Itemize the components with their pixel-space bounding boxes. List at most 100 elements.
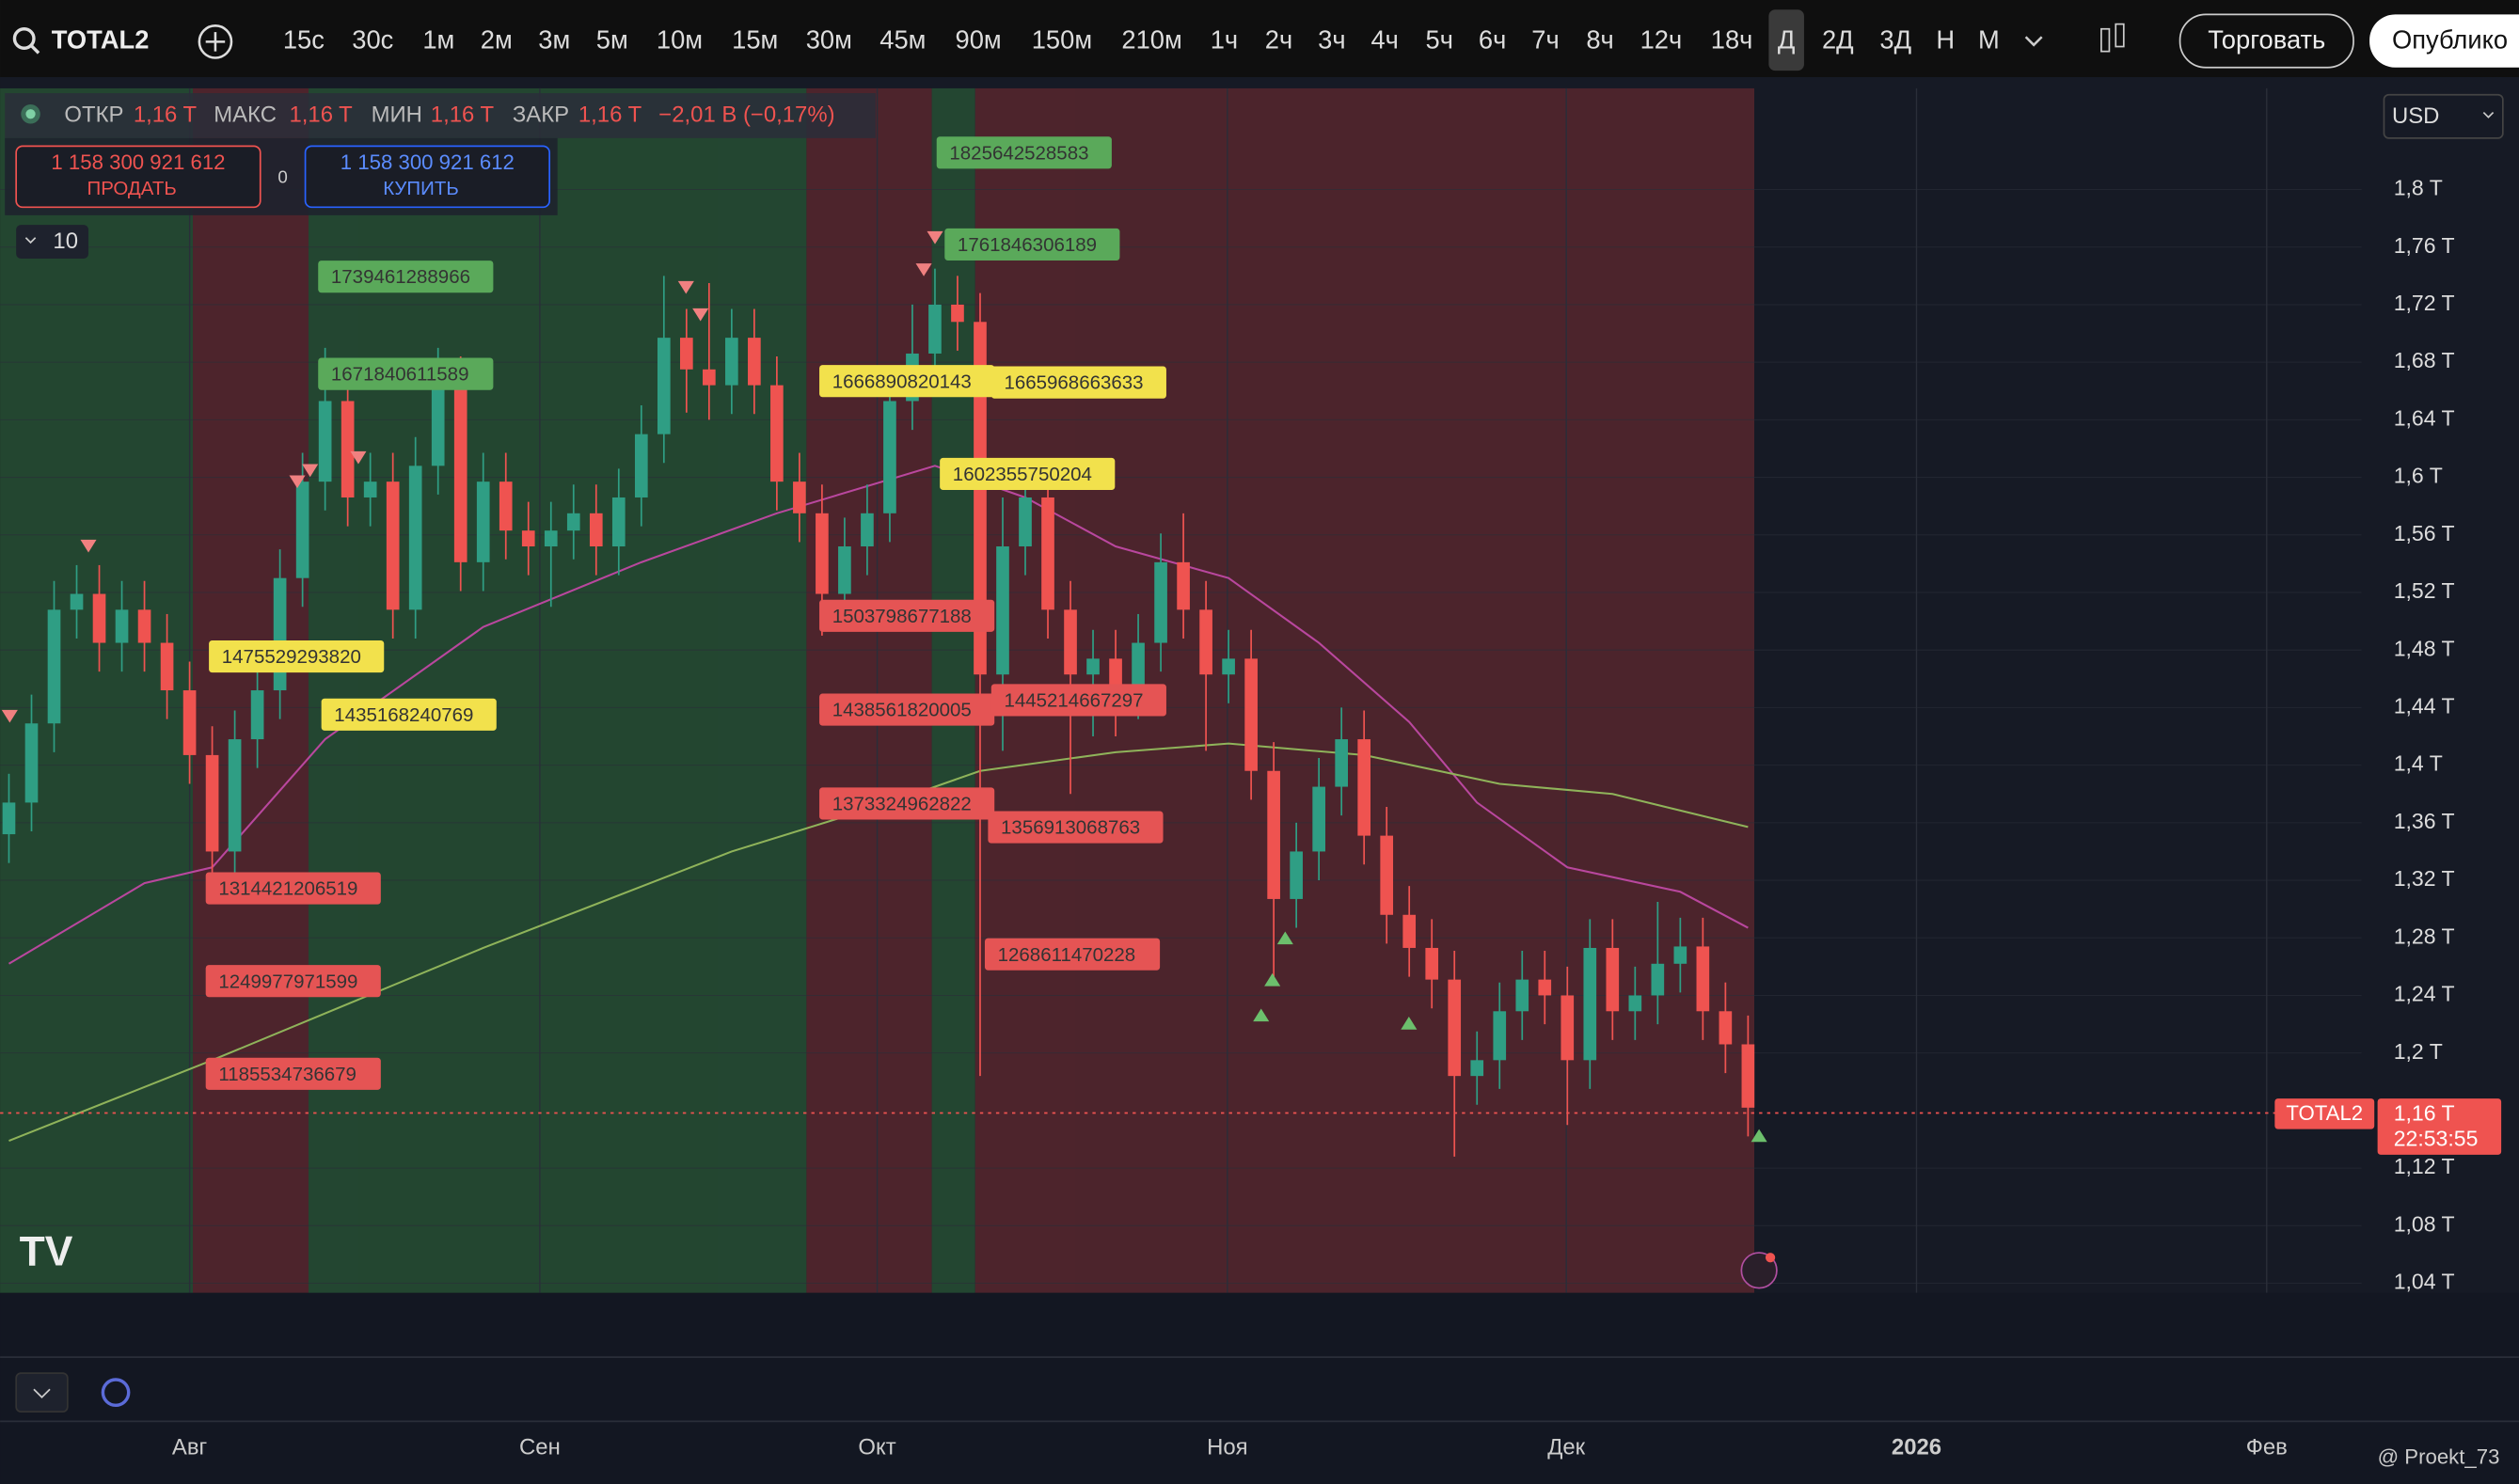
interval[interactable]: Н: [1936, 25, 1955, 55]
interval[interactable]: 45м: [879, 25, 926, 55]
interval[interactable]: 7ч: [1531, 25, 1559, 55]
buy-signal: [1401, 1017, 1418, 1030]
y-tick-label: 1,68 T: [2394, 348, 2455, 372]
buy-label[interactable]: КУПИТЬ: [383, 178, 459, 199]
level-label-bg: [944, 228, 1120, 260]
y-tick-label: 1,4 T: [2394, 751, 2443, 776]
interval[interactable]: 5м: [596, 25, 628, 55]
level-label: 1503798677188: [832, 606, 972, 627]
candle-body: [228, 739, 242, 852]
indicators-toggle[interactable]: [16, 225, 89, 259]
legend-value: 1,16 T: [134, 102, 198, 127]
interval[interactable]: 30с: [352, 25, 393, 55]
candle-body: [679, 338, 693, 370]
buy-button[interactable]: [304, 145, 551, 209]
candle-body: [1019, 497, 1032, 547]
level-label-bg: [819, 599, 995, 632]
candle-body: [589, 513, 603, 547]
candle-body: [1086, 658, 1100, 675]
sell-price[interactable]: 1 158 300 921 612: [51, 150, 225, 174]
buy-signal: [1253, 1008, 1270, 1022]
interval[interactable]: 18ч: [1711, 25, 1753, 55]
candle-body: [431, 385, 445, 466]
interval[interactable]: 210м: [1121, 25, 1181, 55]
trade-button[interactable]: [2178, 13, 2354, 69]
y-tick-label: 1,6 T: [2394, 464, 2443, 488]
level-label-bg: [205, 872, 381, 905]
candle-body: [1177, 561, 1190, 610]
x-tick-label: Сен: [519, 1435, 561, 1460]
interval[interactable]: 3Д: [1879, 25, 1911, 55]
candle-body: [1064, 609, 1077, 675]
interval[interactable]: 15с: [283, 25, 325, 55]
interval[interactable]: 3ч: [1318, 25, 1345, 55]
interval[interactable]: 3м: [538, 25, 570, 55]
y-tick-label: 1,76 T: [2394, 233, 2455, 258]
interval[interactable]: 90м: [956, 25, 1002, 55]
interval[interactable]: 12ч: [1640, 25, 1683, 55]
publish-button[interactable]: [2369, 14, 2519, 68]
level-label-bg: [990, 366, 1166, 399]
interval[interactable]: 1м: [422, 25, 454, 55]
sell-label[interactable]: ПРОДАТЬ: [87, 178, 176, 199]
buy-price[interactable]: 1 158 300 921 612: [341, 150, 515, 174]
currency-arrow: [2482, 111, 2495, 118]
candle-body: [951, 304, 964, 323]
level-label-bg: [318, 357, 494, 390]
interval[interactable]: М: [1978, 25, 2000, 55]
publish-label[interactable]: Опублико: [2392, 25, 2508, 55]
level-label-bg: [205, 965, 381, 998]
sell-button[interactable]: [15, 145, 261, 209]
candle-body: [160, 642, 174, 691]
y-tick-label: 1,2 T: [2394, 1039, 2443, 1064]
x-tick-label: Авг: [172, 1435, 208, 1460]
candle-body: [748, 338, 761, 386]
currency-select[interactable]: [2383, 93, 2504, 139]
currency[interactable]: USD: [2392, 103, 2439, 129]
trade-label[interactable]: Торговать: [2208, 25, 2325, 55]
more-intervals[interactable]: [2024, 36, 2043, 47]
symbol[interactable]: TOTAL2: [52, 25, 150, 55]
interval[interactable]: 10м: [657, 25, 703, 55]
interval[interactable]: 30м: [806, 25, 852, 55]
candle-body: [1448, 979, 1462, 1077]
interval[interactable]: 2ч: [1265, 25, 1292, 55]
search-button[interactable]: TOTAL2: [12, 25, 150, 55]
alert-badge: [1765, 1253, 1776, 1263]
symbol-tag: TOTAL2: [2286, 1101, 2363, 1125]
active-interval: [1768, 9, 1804, 71]
candle-body: [1380, 835, 1394, 915]
level-label-bg: [209, 639, 385, 673]
chart-type[interactable]: [2100, 23, 2125, 53]
indicators-count[interactable]: 10: [53, 229, 78, 254]
candle-body: [386, 482, 400, 610]
legend-value: 1,16 T: [289, 102, 353, 127]
interval[interactable]: 1ч: [1211, 25, 1238, 55]
interval[interactable]: 15м: [732, 25, 778, 55]
y-tick-label: 1,44 T: [2394, 694, 2455, 718]
sync-button[interactable]: [101, 1378, 131, 1408]
collapse-button[interactable]: [15, 1372, 69, 1413]
candle-body: [476, 482, 490, 562]
level-label-bg: [321, 698, 497, 731]
candle-body: [1470, 1060, 1484, 1077]
candle-body: [1222, 658, 1235, 675]
interval[interactable]: 5ч: [1426, 25, 1453, 55]
countdown: 22:53:55: [2394, 1127, 2479, 1151]
interval[interactable]: 150м: [1032, 25, 1092, 55]
candle-body: [24, 723, 39, 803]
candle-body: [499, 482, 513, 531]
interval[interactable]: 6ч: [1479, 25, 1506, 55]
sell-signal: [677, 280, 694, 294]
interval[interactable]: 8ч: [1586, 25, 1613, 55]
candle-body: [566, 513, 580, 531]
interval[interactable]: 2Д: [1822, 25, 1854, 55]
interval[interactable]: 4ч: [1370, 25, 1398, 55]
candle-body: [1561, 995, 1575, 1061]
candle-body: [341, 401, 355, 497]
interval[interactable]: Д: [1778, 25, 1795, 55]
candle-body: [1425, 947, 1439, 980]
interval[interactable]: 2м: [481, 25, 513, 55]
zone: [931, 87, 975, 1293]
add-symbol[interactable]: [198, 24, 233, 59]
